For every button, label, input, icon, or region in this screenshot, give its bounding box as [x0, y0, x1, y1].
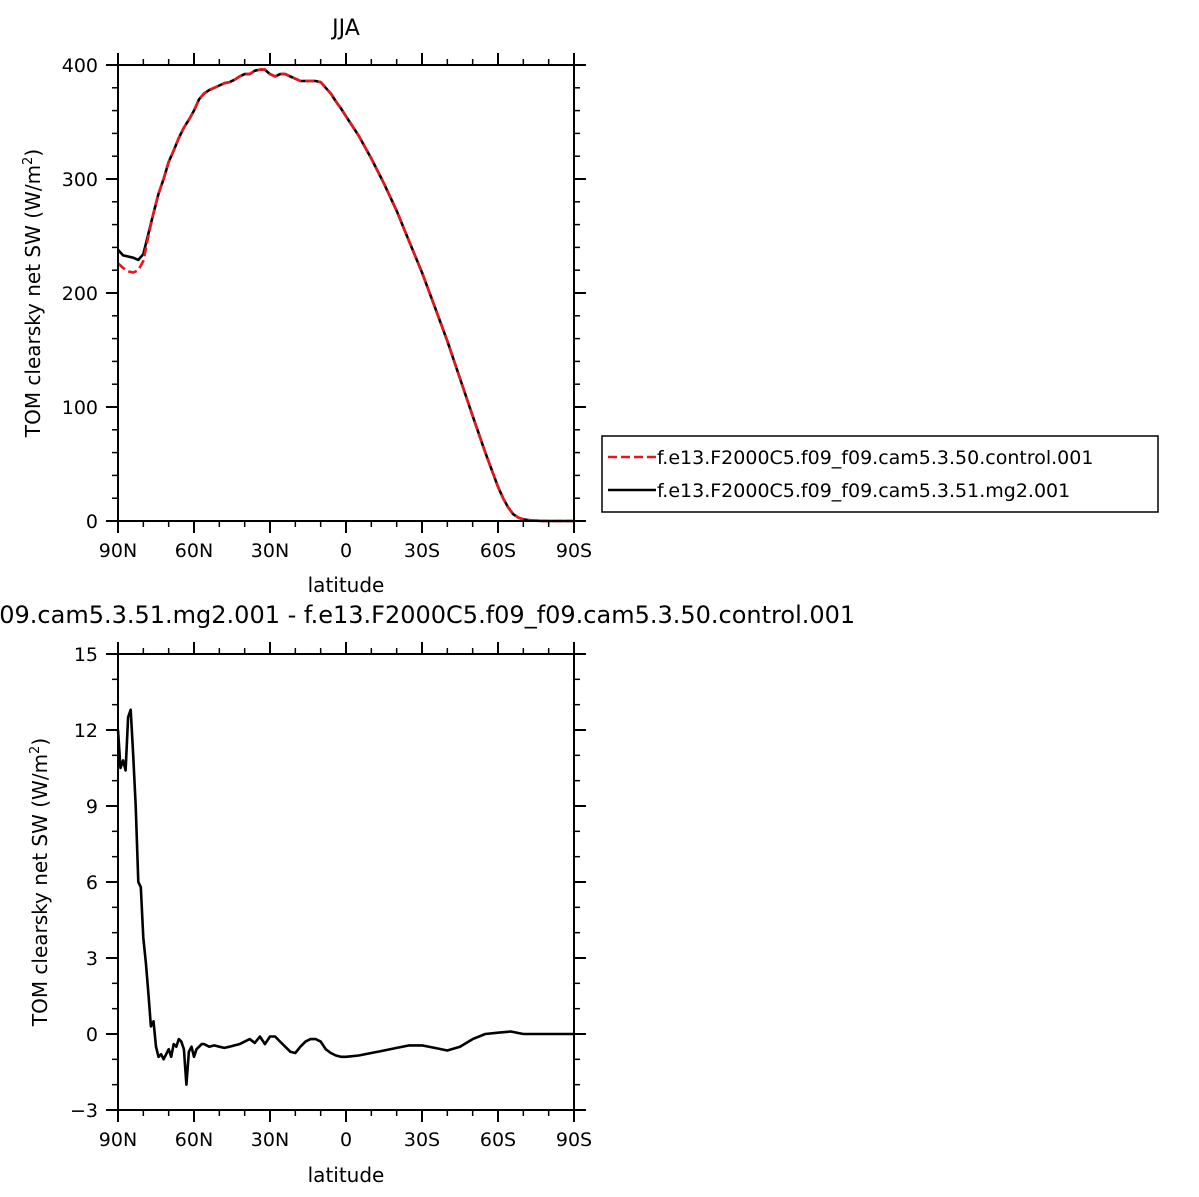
panel-top-title: JJA [330, 16, 360, 41]
panel-bottom-ylabel: TOM clearsky net SW (W/m2) [28, 738, 52, 1027]
panel-bottom-ytick-label: −3 [70, 1100, 98, 1122]
panel-bottom-xtick-label: 60S [480, 1129, 516, 1151]
panel-top-ytick-label: 0 [86, 511, 98, 533]
legend: f.e13.F2000C5.f09_f09.cam5.3.50.control.… [601, 435, 1159, 513]
panel-bottom-ytick-label: 9 [86, 796, 98, 818]
panel-bottom-xtick-label: 90N [99, 1129, 137, 1151]
panel-top-xtick-label: 90S [556, 540, 592, 562]
panel-top-xlabel: latitude [308, 573, 385, 597]
panel-top-xtick-label: 90N [99, 540, 137, 562]
panel-top-ylabel: TOM clearsky net SW (W/m2) [21, 149, 45, 438]
panel-top-xtick-label: 30S [404, 540, 440, 562]
legend-label-control: f.e13.F2000C5.f09_f09.cam5.3.50.control.… [657, 447, 1093, 469]
panel-top-ytick-label: 200 [62, 283, 98, 305]
legend-box [601, 435, 1159, 513]
panel-bottom-ytick-label: 0 [86, 1024, 98, 1046]
panel-bottom-ytick-label: 15 [74, 644, 98, 666]
panel-top-xtick-label: 60S [480, 540, 516, 562]
panel-top-ytick-label: 100 [62, 397, 98, 419]
panel-top: JJA 90N 60N 30N 0 30S 60S 90S 0 100 200 300 400 lat… [21, 16, 1159, 597]
panel-bottom-series-0 [116, 708, 574, 1086]
panel-top-plot-frame [117, 64, 575, 522]
panel-bottom: f.e13.F2000C5.f09_f09.cam5.3.51.mg2.001 … [0, 601, 855, 1187]
legend-label-mg2: f.e13.F2000C5.f09_f09.cam5.3.51.mg2.001 [657, 480, 1070, 502]
panel-bottom-plot-frame [117, 653, 575, 1111]
panel-top-series-0 [117, 68, 574, 523]
panel-bottom-xtick-label: 60N [175, 1129, 213, 1151]
panel-top-ytick-label: 400 [62, 55, 98, 77]
panel-bottom-ytick-label: 12 [74, 720, 98, 742]
panel-top-xtick-label: 30N [251, 540, 289, 562]
panel-bottom-ytick-label: 3 [86, 948, 98, 970]
panel-bottom-xtick-label: 0 [340, 1129, 352, 1151]
panel-bottom-title: f.e13.F2000C5.f09_f09.cam5.3.51.mg2.001 … [0, 601, 855, 629]
panel-top-xtick-label: 60N [175, 540, 213, 562]
panel-bottom-ytick-label: 6 [86, 872, 98, 894]
panel-bottom-xtick-label: 90S [556, 1129, 592, 1151]
panel-top-xtick-label: 0 [340, 540, 352, 562]
panel-top-ytick-label: 300 [62, 169, 98, 191]
panel-top-series-1 [117, 68, 574, 523]
panel-bottom-xtick-label: 30N [251, 1129, 289, 1151]
panel-bottom-xtick-label: 30S [404, 1129, 440, 1151]
panel-bottom-xlabel: latitude [308, 1163, 385, 1187]
